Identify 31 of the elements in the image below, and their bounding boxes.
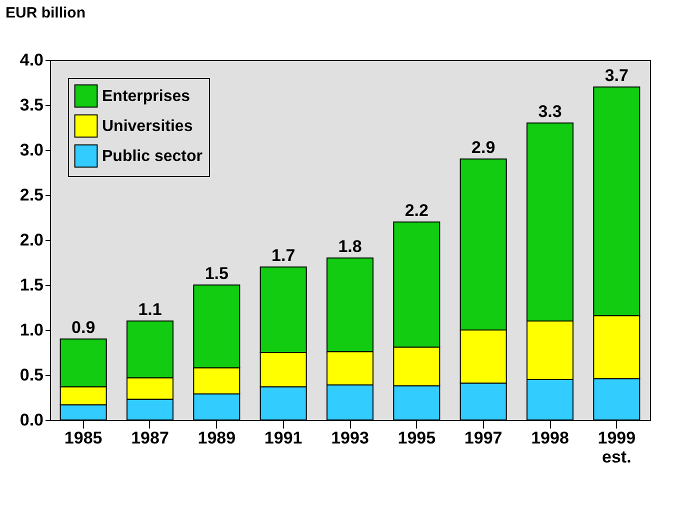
y-tick-label: 1.5 <box>20 276 44 294</box>
total-label: 2.9 <box>472 138 496 157</box>
x-tick-label: 1985 <box>64 428 102 448</box>
x-tick-label: 1998 <box>531 428 569 448</box>
y-axis-title: EUR billion <box>6 4 86 22</box>
x-tick-label: 1991 <box>264 428 302 448</box>
legend-label: Universities <box>102 118 193 135</box>
x-tick-label: 1999 est. <box>598 428 636 466</box>
total-label: 1.7 <box>272 246 296 265</box>
y-tick-label: 3.0 <box>20 140 44 160</box>
x-tick-label: 1989 <box>198 428 236 448</box>
total-label: 1.8 <box>338 237 362 256</box>
x-tick-label: 1987 <box>131 428 169 448</box>
total-label: 2.2 <box>404 201 428 220</box>
y-tick-label: 0.0 <box>20 410 44 430</box>
total-label: 3.3 <box>538 102 562 121</box>
total-label: 0.9 <box>72 318 96 337</box>
total-label: 1.5 <box>204 264 228 283</box>
legend-label: Public sector <box>102 148 202 165</box>
total-label: 3.7 <box>604 66 628 85</box>
x-tick-label: 1997 <box>464 428 502 448</box>
y-tick-label: 2.0 <box>20 230 44 250</box>
y-tick-label: 4.0 <box>20 50 44 70</box>
y-tick-label: 0.5 <box>20 366 44 384</box>
y-tick-label: 1.0 <box>20 320 44 340</box>
y-tick-label: 3.5 <box>20 96 44 114</box>
legend-label: Enterprises <box>102 88 190 105</box>
x-tick-label: 1993 <box>331 428 369 448</box>
total-label: 1.1 <box>138 300 162 319</box>
y-tick-label: 2.5 <box>20 186 44 204</box>
x-tick-label: 1995 <box>398 428 436 448</box>
